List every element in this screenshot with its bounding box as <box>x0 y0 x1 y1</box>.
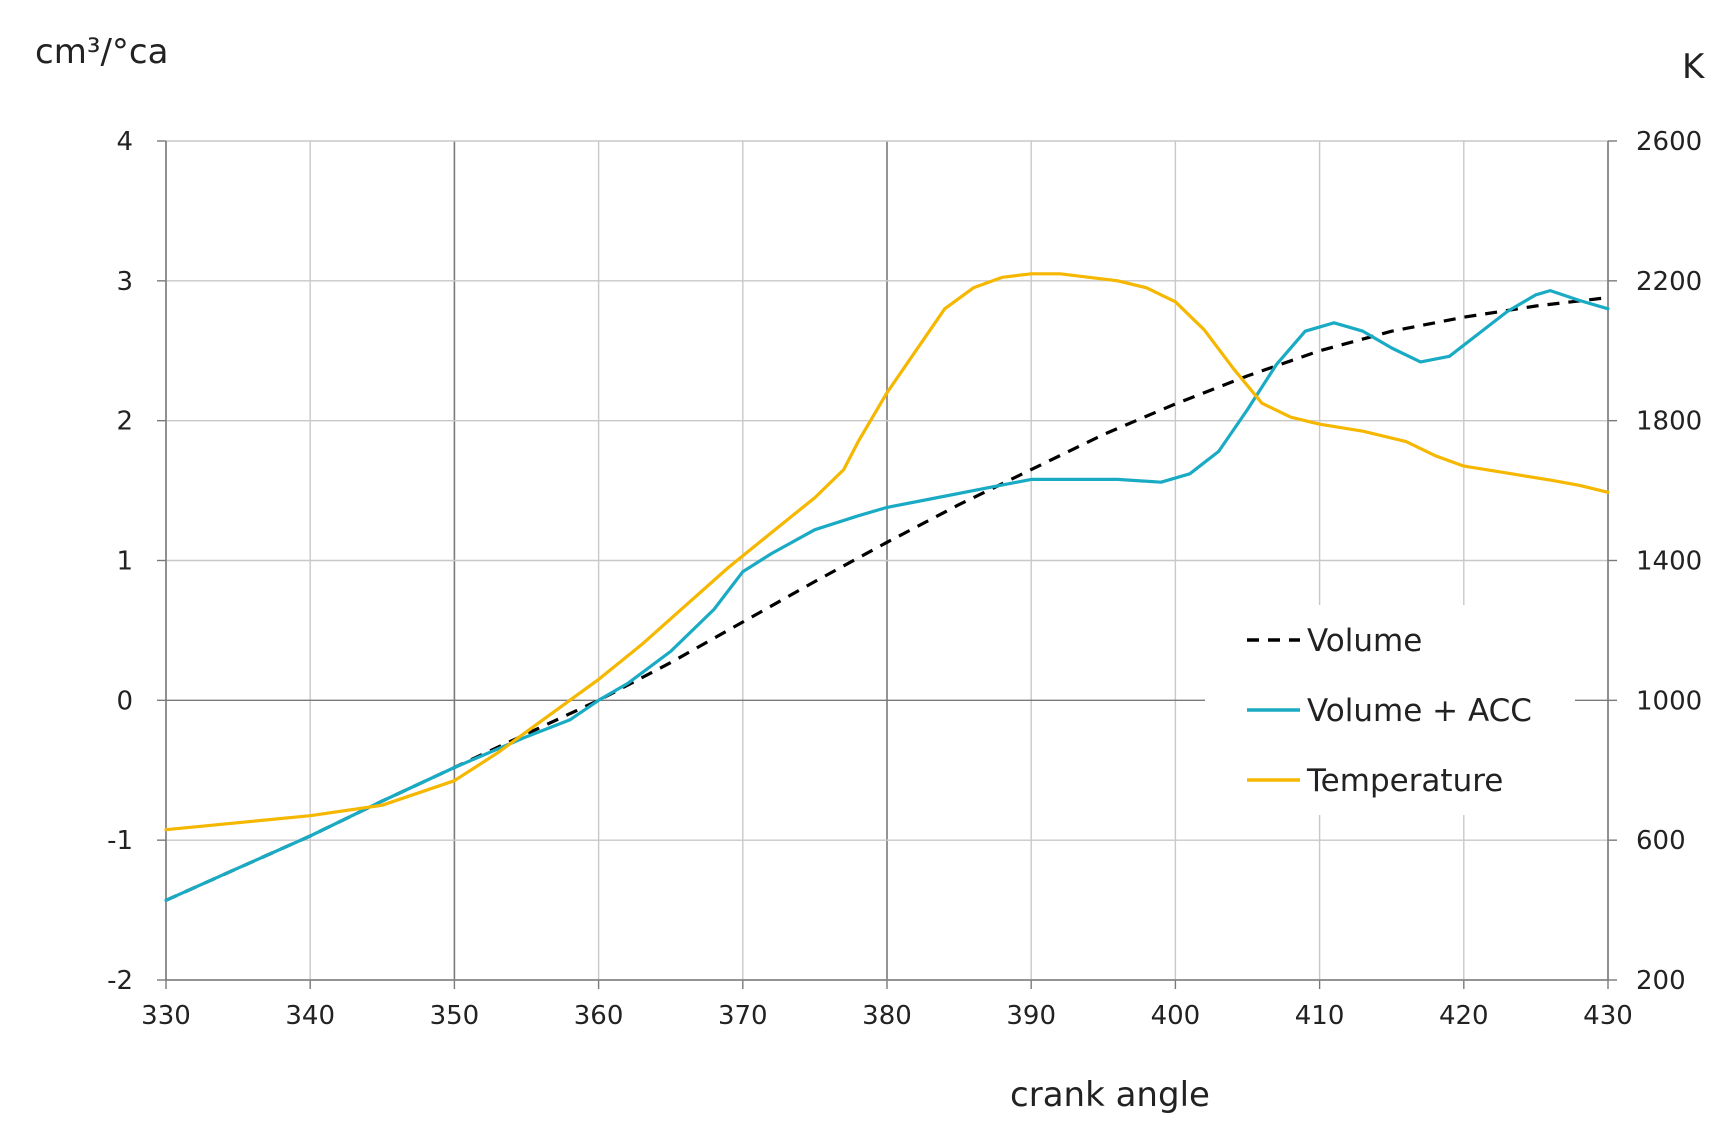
x-tick-label: 380 <box>862 1001 912 1031</box>
legend: Volume Volume + ACC Temperature <box>1205 605 1575 815</box>
y-tick-label: 3 <box>116 267 133 297</box>
y2-tick-label: 2600 <box>1636 127 1702 157</box>
y2-tick-label: 1800 <box>1636 407 1702 437</box>
legend-label: Volume + ACC <box>1307 693 1532 729</box>
y2-tick-label: 2200 <box>1636 267 1702 297</box>
x-tick-label: 350 <box>430 1001 480 1031</box>
x-tick-label: 360 <box>574 1001 624 1031</box>
y2-tick-label: 1400 <box>1636 547 1702 577</box>
gridlines <box>157 140 1617 989</box>
x-axis-title: crank angle <box>1010 1075 1210 1115</box>
x-tick-label: 370 <box>718 1001 768 1031</box>
y-tick-label: -2 <box>107 966 133 996</box>
legend-label: Volume <box>1307 623 1422 659</box>
x-tick-label: 420 <box>1439 1001 1489 1031</box>
x-tick-label: 330 <box>141 1001 191 1031</box>
y-axis-unit-right: K <box>1682 47 1706 87</box>
x-tick-label: 390 <box>1006 1001 1056 1031</box>
y-tick-label: 0 <box>116 686 133 716</box>
x-tick-label: 410 <box>1295 1001 1345 1031</box>
y-axis-unit-left: cm³/°ca <box>35 32 168 72</box>
x-tick-label: 430 <box>1583 1001 1633 1031</box>
series-line-volume-acc <box>164 289 1610 902</box>
y-tick-label: 1 <box>116 547 133 577</box>
axis-labels: 330 340 350 360 370 380 390 400 410 420 430 -2 -1 0 1 2… <box>107 127 1702 1031</box>
y-tick-label: 4 <box>116 127 133 157</box>
y2-tick-label: 1000 <box>1636 686 1702 716</box>
series-line-temperature <box>164 272 1610 832</box>
y-tick-label: -1 <box>107 826 133 856</box>
y-tick-label: 2 <box>116 407 133 437</box>
legend-label: Temperature <box>1306 763 1503 799</box>
series-line-volume <box>165 296 1609 902</box>
x-tick-label: 340 <box>285 1001 335 1031</box>
y2-tick-label: 600 <box>1636 826 1686 856</box>
y2-tick-label: 200 <box>1636 966 1686 996</box>
x-tick-label: 400 <box>1151 1001 1201 1031</box>
series-layer <box>164 272 1610 902</box>
